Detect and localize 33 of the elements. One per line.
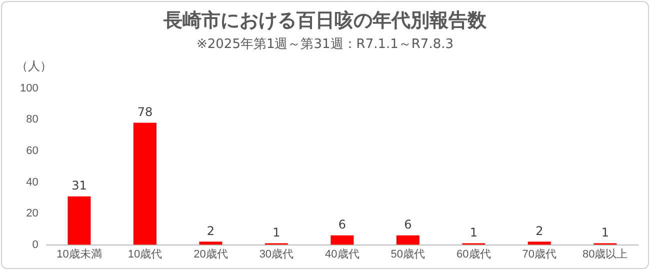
x-tick-label: 60歳代 <box>456 247 491 260</box>
bar <box>330 235 354 245</box>
y-axis-title: （人） <box>16 58 52 75</box>
data-label: 1 <box>601 225 609 240</box>
x-tick-label: 70歳代 <box>522 247 557 260</box>
bar <box>528 242 551 245</box>
data-label: 6 <box>338 218 346 232</box>
y-tick-label: 60 <box>26 144 38 157</box>
x-tick-label: 10歳代 <box>128 247 162 260</box>
data-label: 1 <box>470 225 478 240</box>
data-label: 2 <box>206 224 215 238</box>
x-tick-label: 20歳代 <box>194 247 228 260</box>
x-tick-label: 40歳代 <box>325 247 360 260</box>
data-label: 6 <box>404 218 412 232</box>
x-tick-label: 80歳以上 <box>582 247 628 260</box>
x-tick-label: 10歳未満 <box>56 247 102 260</box>
chart-subtitle: ※2025年第1週～第31週：R7.1.1～R7.8.3 <box>196 36 454 52</box>
y-tick-label: 0 <box>32 238 38 251</box>
bar <box>199 242 222 245</box>
data-label: 2 <box>536 224 544 238</box>
chart-title: 長崎市における百日咳の年代別報告数 <box>162 9 488 32</box>
data-label: 31 <box>72 178 87 192</box>
bar <box>68 196 91 245</box>
y-tick-label: 40 <box>26 176 38 188</box>
bar <box>133 122 156 245</box>
y-tick-label: 80 <box>26 114 38 126</box>
y-tick-label: 100 <box>20 82 38 94</box>
x-tick-label: 50歳代 <box>390 247 426 260</box>
data-label: 78 <box>137 104 153 119</box>
bar <box>396 235 420 245</box>
y-tick-label: 20 <box>26 208 38 220</box>
x-tick-label: 30歳代 <box>259 247 294 260</box>
data-label: 1 <box>272 225 280 240</box>
